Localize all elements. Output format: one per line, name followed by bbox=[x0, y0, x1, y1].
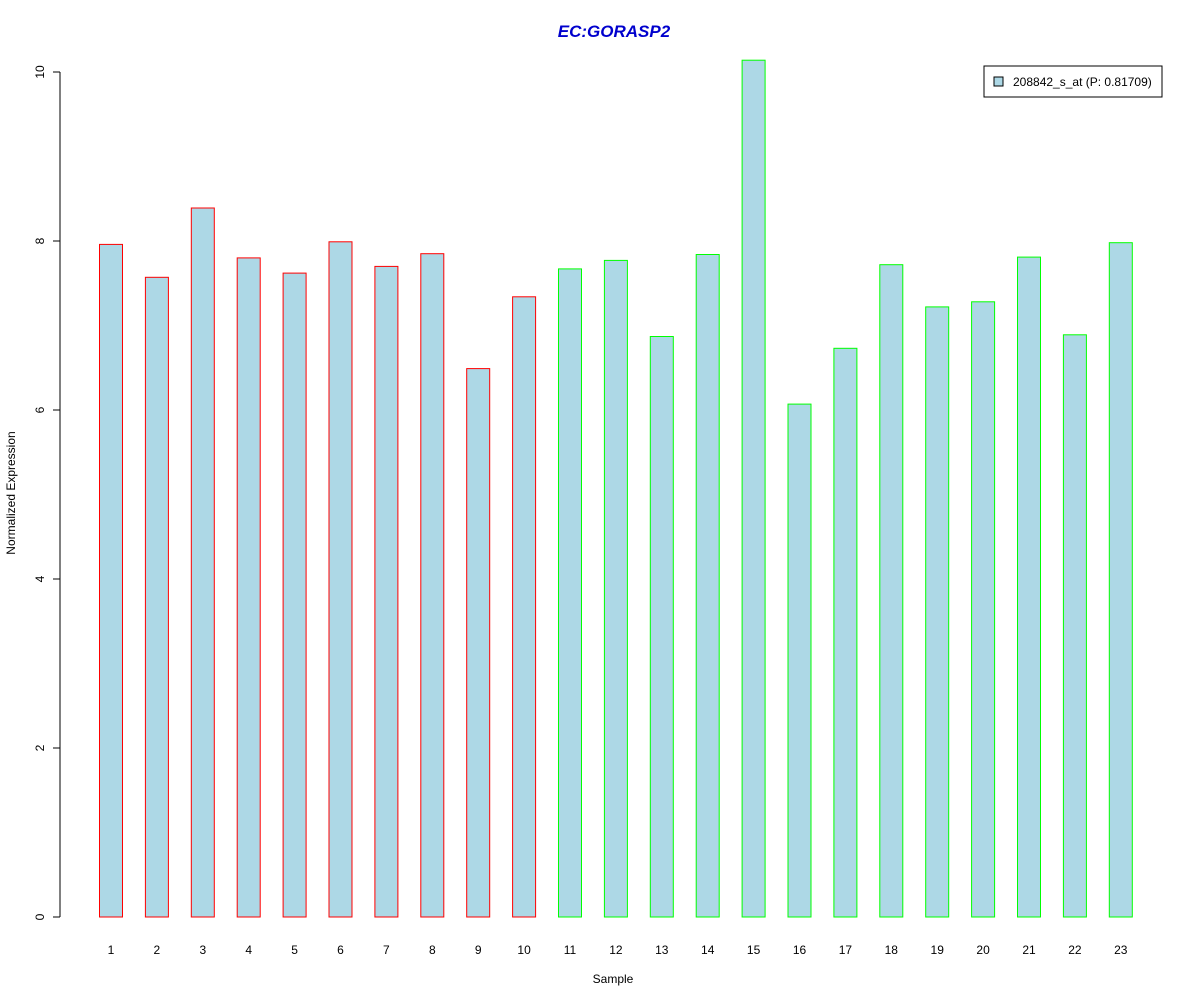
x-tick-label: 16 bbox=[793, 943, 807, 957]
x-tick-label: 4 bbox=[245, 943, 252, 957]
x-tick-label: 14 bbox=[701, 943, 715, 957]
bar-sample-6 bbox=[328, 241, 353, 918]
bar-sample-20 bbox=[971, 301, 996, 918]
bar-sample-10 bbox=[512, 296, 537, 918]
bar-sample-15 bbox=[741, 59, 766, 918]
bar-sample-8 bbox=[420, 253, 445, 918]
bar-sample-23 bbox=[1108, 242, 1133, 918]
bar-sample-18 bbox=[879, 264, 904, 918]
bar-sample-16 bbox=[787, 403, 812, 918]
x-tick-label: 8 bbox=[429, 943, 436, 957]
bar-sample-1 bbox=[99, 243, 123, 918]
bar-sample-3 bbox=[190, 207, 215, 918]
x-tick-label: 17 bbox=[839, 943, 853, 957]
bar-sample-5 bbox=[282, 272, 307, 918]
bar-sample-2 bbox=[144, 276, 169, 918]
legend: 208842_s_at (P: 0.81709) bbox=[983, 65, 1163, 98]
x-tick-label: 7 bbox=[383, 943, 390, 957]
x-tick-label: 5 bbox=[291, 943, 298, 957]
x-tick-label: 9 bbox=[475, 943, 482, 957]
bar-sample-17 bbox=[833, 347, 858, 918]
x-tick-label: 3 bbox=[199, 943, 206, 957]
bars-group bbox=[99, 59, 1133, 918]
x-tick-label: 12 bbox=[609, 943, 623, 957]
bar-sample-4 bbox=[236, 257, 261, 918]
bar-sample-11 bbox=[558, 268, 582, 918]
y-tick-label: 6 bbox=[33, 406, 47, 413]
x-tick-label: 22 bbox=[1068, 943, 1082, 957]
x-tick-label: 18 bbox=[885, 943, 899, 957]
y-tick-label: 2 bbox=[33, 744, 47, 751]
bar-sample-7 bbox=[374, 265, 399, 918]
legend-box bbox=[983, 65, 1163, 98]
y-tick-label: 8 bbox=[33, 237, 47, 244]
x-tick-label: 6 bbox=[337, 943, 344, 957]
y-axis-label: Normalized Expression bbox=[4, 431, 18, 554]
legend-swatch bbox=[993, 76, 1004, 87]
x-tick-label: 15 bbox=[747, 943, 761, 957]
bar-sample-12 bbox=[603, 259, 628, 918]
x-tick-label: 20 bbox=[976, 943, 990, 957]
chart-title: EC:GORASP2 bbox=[558, 22, 671, 41]
y-tick-label: 10 bbox=[33, 65, 47, 79]
x-tick-label: 11 bbox=[564, 943, 577, 957]
bar-sample-14 bbox=[695, 254, 720, 918]
x-axis-label: Sample bbox=[593, 972, 634, 986]
x-tick-label: 13 bbox=[655, 943, 669, 957]
bar-sample-9 bbox=[466, 368, 491, 918]
bar-sample-22 bbox=[1062, 334, 1087, 918]
x-tick-label: 1 bbox=[108, 943, 115, 957]
bar-sample-19 bbox=[925, 306, 950, 918]
bar-sample-21 bbox=[1017, 256, 1041, 918]
bar-sample-13 bbox=[649, 336, 674, 918]
x-tick-labels: 1 2 3 4 5 6 7 8 9 10 11 12 13 14 15 16 17 18 19 20 21 22 23 bbox=[108, 943, 1128, 957]
y-tick-label: 4 bbox=[33, 575, 47, 582]
y-axis: 0 2 4 6 8 10 bbox=[33, 65, 61, 920]
x-tick-label: 2 bbox=[154, 943, 161, 957]
x-tick-label: 23 bbox=[1114, 943, 1128, 957]
x-tick-label: 10 bbox=[517, 943, 531, 957]
x-tick-label: 19 bbox=[931, 943, 945, 957]
y-tick-label: 0 bbox=[33, 913, 47, 920]
x-tick-label: 21 bbox=[1022, 943, 1036, 957]
legend-label: 208842_s_at (P: 0.81709) bbox=[1013, 75, 1152, 89]
